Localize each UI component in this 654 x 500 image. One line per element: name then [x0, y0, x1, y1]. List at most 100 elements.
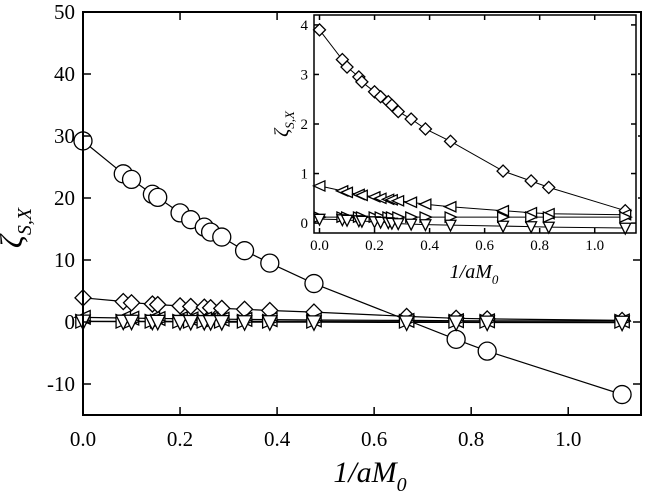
- inset-point-down-triangle: [542, 221, 556, 235]
- inset-point-diamond: [312, 22, 327, 37]
- inset-x-axis-title-main: 1/aM: [450, 261, 494, 283]
- inset-point-down-triangle: [391, 218, 405, 232]
- inset-point-down-triangle: [313, 213, 326, 227]
- main-x-tick-label: 0.4: [264, 427, 291, 451]
- main-data-layer: [73, 131, 632, 405]
- main-y-tick-label: -10: [47, 372, 75, 396]
- inset-point-left-triangle: [390, 194, 405, 207]
- inset-y-axis-title-sub: S,X: [282, 110, 297, 129]
- inset-point-diamond: [354, 74, 369, 89]
- inset-point-right-triangle: [542, 211, 557, 224]
- main-x-axis-title-sub: 0: [397, 474, 407, 496]
- main-x-axis-title: 1/aM0: [333, 456, 406, 496]
- main-y-tick-label: 30: [54, 124, 75, 148]
- inset-point-diamond: [496, 164, 510, 178]
- main-point-circle: [260, 253, 280, 273]
- main-y-tick-label: 50: [54, 0, 75, 24]
- inset-point-down-triangle: [618, 222, 632, 236]
- inset-point-left-triangle: [442, 200, 457, 213]
- inset-x-tick-label: 0.2: [365, 238, 384, 254]
- main-point-circle: [148, 187, 168, 208]
- main-y-axis-title-sub: S,X: [14, 207, 36, 235]
- main-x-tick-label: 0.8: [458, 427, 484, 451]
- main-point-circle: [612, 384, 632, 405]
- inset-y-axis-title: ζS,X: [271, 110, 297, 137]
- main-point-down-triangle: [447, 315, 465, 332]
- main-y-tick-label: 40: [54, 62, 75, 86]
- main-x-axis-title-main: 1/aM: [333, 456, 398, 489]
- inset-point-right-triangle: [497, 211, 511, 224]
- main-point-circle: [121, 169, 142, 190]
- main-y-axis-title: ζS,X: [0, 207, 36, 248]
- main-point-circle: [446, 329, 466, 350]
- inset-x-tick-label: 0.6: [475, 238, 494, 254]
- inset-plot-background: [312, 13, 638, 235]
- inset-y-tick-label: 4: [301, 18, 309, 34]
- inset-point-diamond: [443, 134, 458, 149]
- main-x-tick-label: 1.0: [555, 427, 581, 451]
- inset-y-tick-label: 2: [301, 117, 309, 133]
- inset-point-down-triangle: [355, 215, 369, 229]
- main-point-diamond: [181, 297, 200, 316]
- main-y-tick-label: 20: [54, 186, 75, 210]
- inset-point-left-triangle: [354, 189, 368, 202]
- inset-x-axis-title-sub: 0: [492, 272, 499, 287]
- main-point-circle: [477, 341, 497, 361]
- inset-x-tick-label: 0.4: [420, 238, 439, 254]
- inset-data-layer: [311, 22, 633, 236]
- inset-y-axis-title-main: ζ: [271, 127, 293, 137]
- main-y-axis-title-main: ζ: [0, 233, 29, 248]
- main-point-down-triangle: [478, 315, 496, 332]
- inset-point-left-triangle: [339, 186, 354, 199]
- main-point-down-triangle: [398, 315, 415, 332]
- inset-point-diamond: [404, 112, 419, 126]
- main-point-circle: [212, 227, 232, 247]
- main-point-circle: [304, 273, 324, 294]
- main-point-down-triangle: [261, 315, 279, 332]
- inset-point-diamond: [391, 104, 406, 119]
- inset-point-down-triangle: [496, 220, 510, 234]
- inset-point-right-triangle: [619, 211, 633, 224]
- main-plot-frame: [82, 11, 642, 416]
- inset-point-diamond: [340, 60, 354, 74]
- inset-point-down-triangle: [340, 214, 354, 228]
- inset-x-tick-label: 0.0: [310, 238, 329, 254]
- main-point-down-triangle: [213, 315, 231, 332]
- inset-point-right-triangle: [525, 211, 539, 224]
- main-point-down-triangle: [171, 314, 189, 332]
- main-y-tick-label: 0: [65, 310, 76, 334]
- inset-point-down-triangle: [404, 218, 418, 232]
- inset-y-tick-label: 0: [301, 216, 309, 232]
- inset-y-tick-label: 3: [301, 67, 309, 83]
- main-point-down-triangle: [149, 314, 166, 332]
- inset-point-down-triangle: [524, 221, 538, 235]
- inset-ticks: 0.0 0.2 0.4 0.6 0.8 1.0 0 1 2 3 4: [301, 15, 636, 254]
- inset-x-tick-label: 0.8: [530, 238, 549, 254]
- inset-y-tick-label: 1: [301, 167, 309, 183]
- inset-point-diamond: [541, 180, 556, 195]
- inset-point-left-triangle: [403, 196, 418, 209]
- inset-plot-frame: [313, 14, 637, 234]
- main-point-down-triangle: [613, 315, 631, 333]
- inset-point-down-triangle: [419, 219, 432, 233]
- main-x-tick-label: 0.0: [70, 427, 96, 451]
- main-point-down-triangle: [236, 315, 253, 332]
- inset-point-left-triangle: [495, 204, 510, 217]
- main-point-down-triangle: [182, 314, 199, 332]
- inset-x-axis-title: 1/aM0: [450, 261, 499, 287]
- inset-point-left-triangle: [417, 198, 432, 211]
- main-y-tick-label: 10: [54, 248, 75, 272]
- main-point-down-triangle: [202, 314, 219, 332]
- main-x-tick-label: 0.6: [361, 427, 387, 451]
- main-x-tick-label: 0.2: [167, 427, 193, 451]
- inset-point-diamond: [524, 174, 539, 188]
- main-point-diamond: [122, 293, 141, 312]
- inset-point-left-triangle: [311, 179, 326, 193]
- inset-x-tick-label: 1.0: [585, 238, 604, 254]
- inset-point-down-triangle: [444, 219, 457, 233]
- inset-point-diamond: [418, 122, 433, 136]
